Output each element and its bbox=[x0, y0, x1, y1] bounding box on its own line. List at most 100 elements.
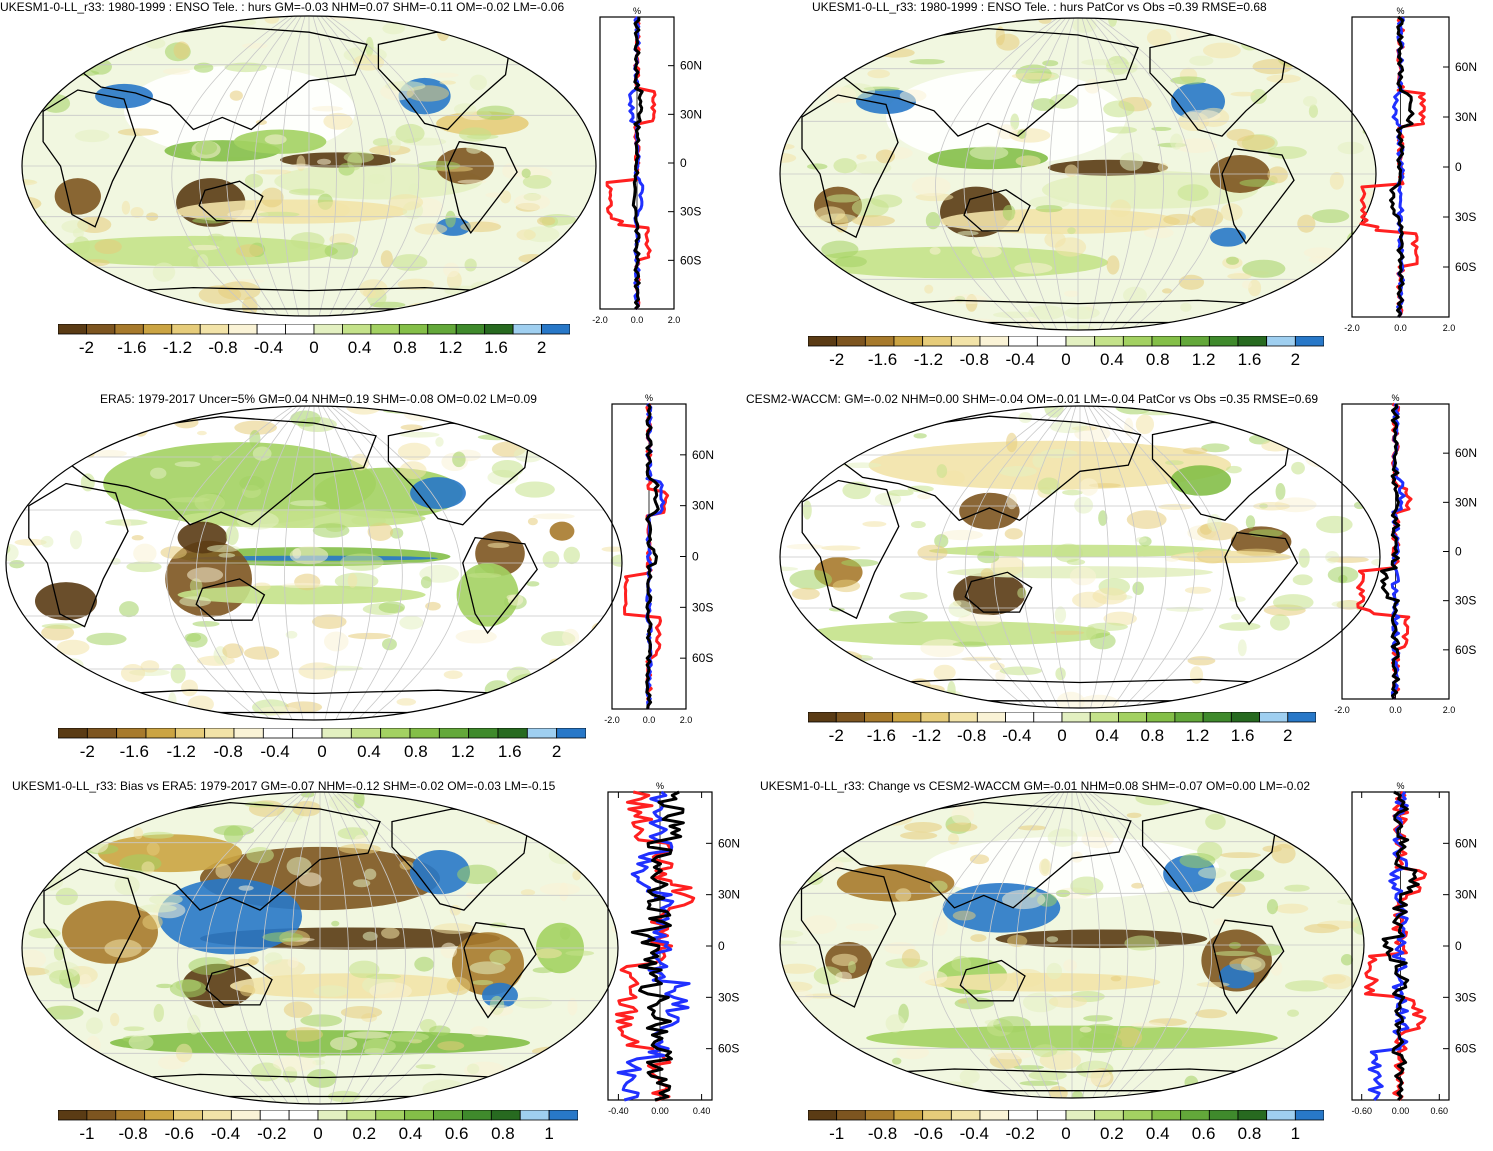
field-speckle bbox=[1287, 1009, 1299, 1017]
colorbar-label: -1.6 bbox=[117, 338, 146, 357]
colorbar-swatch bbox=[380, 727, 411, 739]
field-speckle bbox=[1269, 614, 1290, 631]
field-speckle bbox=[852, 1063, 886, 1075]
colorbar-label: 0.4 bbox=[399, 1124, 423, 1143]
colorbar-swatch bbox=[1180, 335, 1210, 347]
field-speckle bbox=[563, 546, 580, 565]
zonal-mean-series bbox=[616, 790, 691, 1102]
field-speckle bbox=[826, 86, 857, 104]
lat-tick-label: 30S bbox=[1455, 210, 1476, 224]
field-speckle bbox=[1019, 1080, 1060, 1086]
field-speckle bbox=[443, 262, 460, 278]
graticule-meridian bbox=[311, 16, 337, 316]
field-speckle bbox=[351, 515, 386, 526]
field-speckle bbox=[543, 1063, 578, 1079]
field-speckle bbox=[929, 247, 941, 255]
field-speckle bbox=[960, 318, 1004, 330]
coastline bbox=[1221, 147, 1295, 245]
field-speckle bbox=[22, 55, 54, 67]
field-speckle bbox=[795, 20, 833, 36]
field-speckle bbox=[554, 816, 598, 831]
colorbar-label: 0.4 bbox=[1095, 726, 1119, 745]
field-speckle bbox=[13, 412, 48, 428]
colorbar-swatch bbox=[350, 727, 382, 739]
lat-tick-label: 60S bbox=[718, 1042, 739, 1056]
lat-tick-label: 60S bbox=[680, 253, 701, 267]
colorbar-label: -0.8 bbox=[957, 726, 986, 745]
graticule-meridian bbox=[333, 792, 435, 1104]
field-speckle bbox=[1028, 305, 1065, 320]
field-speckle bbox=[1242, 259, 1286, 278]
field-speckle bbox=[443, 670, 463, 679]
colorbar-swatch bbox=[438, 727, 470, 739]
lat-tick-label: 60N bbox=[692, 448, 714, 462]
field-speckle bbox=[816, 825, 828, 832]
field-speckle bbox=[104, 812, 143, 821]
field-speckle bbox=[55, 887, 78, 906]
field-speckle bbox=[174, 461, 201, 468]
graticule-meridian bbox=[1075, 792, 1101, 1098]
colorbar-label: 0.8 bbox=[1140, 726, 1164, 745]
colorbar-swatch bbox=[1237, 335, 1268, 347]
field-speckle bbox=[832, 579, 861, 593]
lat-tick-label: 30S bbox=[1455, 990, 1476, 1004]
field-speckle bbox=[1238, 1072, 1254, 1087]
field-speckle bbox=[285, 630, 298, 639]
field-speckle bbox=[466, 134, 499, 140]
lat-tick-label: 60S bbox=[1455, 1042, 1476, 1056]
lat-tick-label: 30S bbox=[692, 600, 713, 614]
graticule-meridian bbox=[1050, 406, 1077, 708]
map-bias-vs-era5 bbox=[20, 790, 620, 1106]
colorbar-swatch bbox=[292, 727, 323, 739]
colorbar-swatch bbox=[144, 1109, 174, 1121]
field-speckle bbox=[69, 286, 110, 301]
colorbar-era5: -2 -1.6 -1.2 -0.8 -0.4 0 0.4 0.8 1.2 1.6 2 bbox=[57, 727, 587, 768]
lat-tick-label: 30S bbox=[1455, 594, 1476, 608]
graticule-meridian bbox=[1043, 792, 1069, 1098]
field-speckle bbox=[399, 615, 424, 630]
field-speckle bbox=[1327, 566, 1359, 584]
field-speckle bbox=[119, 601, 139, 618]
field-speckle bbox=[969, 854, 990, 865]
zonal-mean-plot-bias-vs-era5: % 60N 30N 0 30S 60S -0.40 0.00 0.40 bbox=[596, 780, 756, 1128]
colorbar-swatch bbox=[807, 335, 838, 347]
field-speckle bbox=[403, 306, 417, 316]
field-speckle bbox=[1015, 155, 1041, 167]
field-speckle bbox=[430, 20, 458, 30]
field-speckle bbox=[1022, 992, 1059, 1013]
graticule-meridian bbox=[322, 16, 420, 316]
map-border bbox=[21, 15, 597, 317]
coastline bbox=[78, 801, 381, 911]
colorbar-swatch bbox=[950, 335, 981, 347]
field-speckle bbox=[993, 1016, 1031, 1033]
field-speckle bbox=[907, 415, 935, 425]
field-speckle bbox=[930, 880, 948, 892]
field-speckle bbox=[888, 610, 928, 624]
field-speckle bbox=[1267, 166, 1288, 184]
graticule-meridian bbox=[195, 406, 300, 720]
field-speckle bbox=[169, 979, 207, 998]
field-speckle bbox=[6, 450, 39, 467]
field-speckle bbox=[1270, 960, 1283, 976]
field-speckle bbox=[959, 1069, 980, 1084]
field-speckle bbox=[380, 250, 393, 268]
field-anomaly-region bbox=[54, 178, 101, 215]
zonal-mean-plot-era5: % 60N 30N 0 30S 60S -2.0 0.0 2.0 bbox=[600, 392, 730, 737]
colorbar-swatch bbox=[202, 1109, 232, 1121]
graticule-meridian bbox=[1084, 18, 1136, 330]
field-speckle bbox=[1046, 962, 1063, 980]
field-speckle bbox=[22, 1021, 36, 1030]
field-speckle bbox=[1048, 1085, 1068, 1098]
x-tick-label: 2.0 bbox=[680, 715, 693, 725]
field-speckle bbox=[160, 546, 187, 559]
colorbar-swatch bbox=[174, 727, 206, 739]
colorbar-swatch bbox=[230, 1109, 261, 1121]
field-speckle bbox=[1158, 503, 1193, 510]
field-speckle bbox=[1290, 313, 1327, 329]
field-speckle bbox=[1182, 447, 1208, 455]
colorbar-label: -0.8 bbox=[118, 1124, 147, 1143]
field-speckle bbox=[9, 406, 45, 414]
field-speckle bbox=[851, 215, 895, 227]
colorbar-bias-vs-era5: -1 -0.8 -0.6 -0.4 -0.2 0 0.2 0.4 0.6 0.8 1 bbox=[57, 1109, 579, 1146]
field-speckle bbox=[1352, 916, 1364, 935]
